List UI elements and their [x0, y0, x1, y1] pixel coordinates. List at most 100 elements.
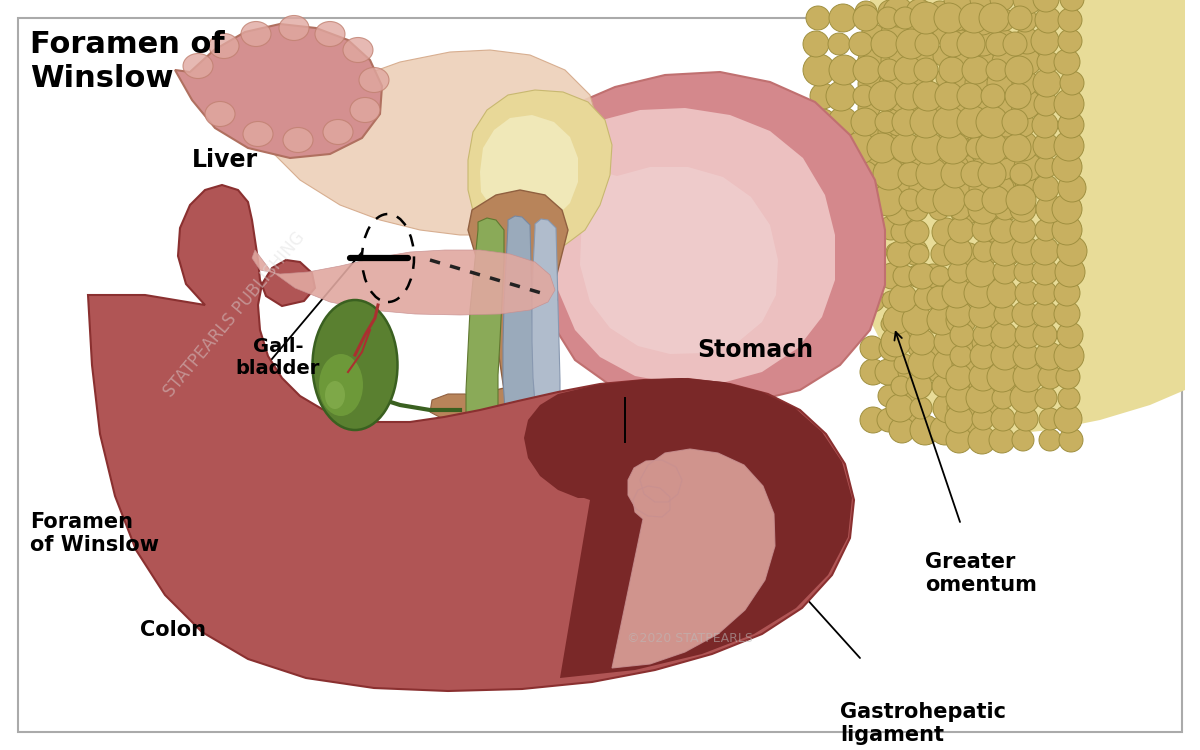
Circle shape	[996, 85, 1026, 115]
Circle shape	[973, 265, 995, 287]
Polygon shape	[580, 167, 778, 354]
Circle shape	[890, 376, 911, 396]
Circle shape	[893, 265, 916, 287]
Circle shape	[910, 106, 942, 138]
Circle shape	[946, 405, 973, 433]
Circle shape	[970, 363, 997, 391]
Circle shape	[946, 71, 970, 95]
Circle shape	[916, 32, 940, 56]
Circle shape	[929, 85, 959, 115]
Circle shape	[1058, 29, 1082, 53]
Ellipse shape	[205, 101, 235, 127]
Circle shape	[1012, 237, 1040, 265]
Circle shape	[949, 88, 973, 112]
Circle shape	[948, 92, 972, 116]
Circle shape	[1031, 27, 1060, 55]
Circle shape	[958, 419, 979, 441]
Circle shape	[1054, 405, 1082, 433]
Circle shape	[934, 3, 964, 33]
Circle shape	[910, 397, 932, 419]
Circle shape	[806, 6, 830, 30]
Circle shape	[966, 137, 988, 159]
Circle shape	[989, 427, 1015, 453]
Circle shape	[886, 99, 904, 117]
Circle shape	[830, 163, 853, 185]
Circle shape	[974, 86, 1003, 114]
Circle shape	[992, 48, 1020, 76]
Circle shape	[887, 241, 913, 267]
Circle shape	[894, 7, 916, 29]
Circle shape	[1010, 383, 1040, 413]
Circle shape	[1033, 0, 1060, 12]
Circle shape	[976, 132, 1008, 164]
Circle shape	[878, 263, 905, 289]
Circle shape	[878, 120, 902, 144]
Ellipse shape	[323, 119, 353, 145]
Circle shape	[878, 0, 902, 24]
Circle shape	[990, 0, 1014, 11]
Circle shape	[946, 364, 972, 390]
Circle shape	[979, 351, 1006, 377]
Circle shape	[990, 176, 1014, 200]
Text: Gall-
bladder: Gall- bladder	[236, 338, 320, 379]
Circle shape	[956, 68, 976, 88]
Circle shape	[883, 64, 911, 92]
Circle shape	[946, 9, 968, 31]
Circle shape	[978, 64, 1006, 92]
Circle shape	[972, 156, 994, 178]
Circle shape	[1012, 70, 1038, 96]
Circle shape	[858, 72, 882, 96]
Circle shape	[979, 309, 1001, 331]
Circle shape	[990, 133, 1016, 159]
Circle shape	[991, 342, 1019, 370]
Circle shape	[950, 345, 972, 367]
Circle shape	[828, 33, 850, 55]
Polygon shape	[466, 218, 504, 440]
Circle shape	[1014, 261, 1036, 283]
Circle shape	[930, 415, 960, 445]
Ellipse shape	[182, 53, 214, 79]
Circle shape	[913, 81, 943, 111]
Circle shape	[877, 408, 901, 432]
Ellipse shape	[325, 381, 346, 409]
Circle shape	[874, 158, 905, 190]
Circle shape	[940, 31, 966, 57]
Circle shape	[996, 242, 1020, 266]
Circle shape	[877, 7, 899, 29]
Ellipse shape	[343, 38, 373, 62]
Circle shape	[900, 407, 926, 433]
Circle shape	[1003, 134, 1031, 162]
Circle shape	[1015, 322, 1042, 348]
Circle shape	[886, 394, 914, 422]
Circle shape	[947, 175, 973, 201]
Circle shape	[886, 195, 916, 225]
Text: Colon: Colon	[140, 620, 206, 640]
Polygon shape	[524, 378, 852, 678]
Circle shape	[956, 175, 982, 201]
Circle shape	[810, 83, 836, 109]
Circle shape	[990, 90, 1018, 118]
Ellipse shape	[242, 122, 274, 146]
Circle shape	[853, 5, 878, 31]
Circle shape	[992, 387, 1014, 409]
Circle shape	[906, 199, 928, 221]
Circle shape	[1008, 6, 1032, 30]
Ellipse shape	[283, 128, 313, 152]
Circle shape	[958, 331, 979, 353]
Circle shape	[942, 278, 972, 308]
Circle shape	[941, 160, 970, 188]
Circle shape	[932, 375, 954, 397]
Circle shape	[964, 189, 986, 211]
Circle shape	[991, 42, 1019, 70]
Circle shape	[883, 306, 911, 334]
Circle shape	[940, 57, 965, 83]
Circle shape	[878, 385, 900, 407]
Circle shape	[910, 133, 932, 155]
Circle shape	[1006, 185, 1036, 215]
Circle shape	[950, 323, 974, 347]
Circle shape	[1010, 113, 1034, 137]
Circle shape	[928, 155, 950, 177]
Circle shape	[878, 74, 899, 94]
Circle shape	[878, 59, 900, 81]
Circle shape	[931, 177, 953, 199]
